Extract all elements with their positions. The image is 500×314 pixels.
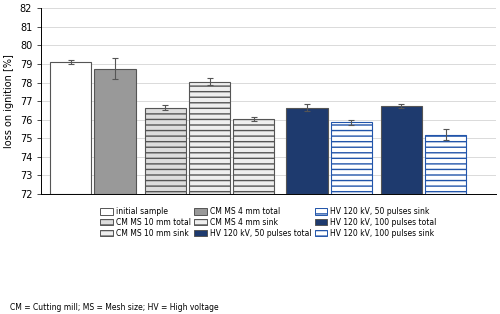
Y-axis label: loss on ignition [%]: loss on ignition [%] — [4, 54, 14, 148]
Bar — [50, 62, 92, 194]
Bar — [286, 108, 328, 194]
Bar — [425, 135, 467, 194]
Text: CM = Cutting mill; MS = Mesh size; HV = High voltage: CM = Cutting mill; MS = Mesh size; HV = … — [10, 303, 218, 312]
Bar — [330, 122, 372, 194]
Legend: initial sample, CM MS 10 mm total, CM MS 10 mm sink, CM MS 4 mm total, CM MS 4 m: initial sample, CM MS 10 mm total, CM MS… — [100, 207, 437, 238]
Bar — [189, 82, 230, 194]
Bar — [144, 108, 186, 194]
Bar — [380, 106, 422, 194]
Bar — [94, 68, 136, 194]
Bar — [233, 119, 274, 194]
